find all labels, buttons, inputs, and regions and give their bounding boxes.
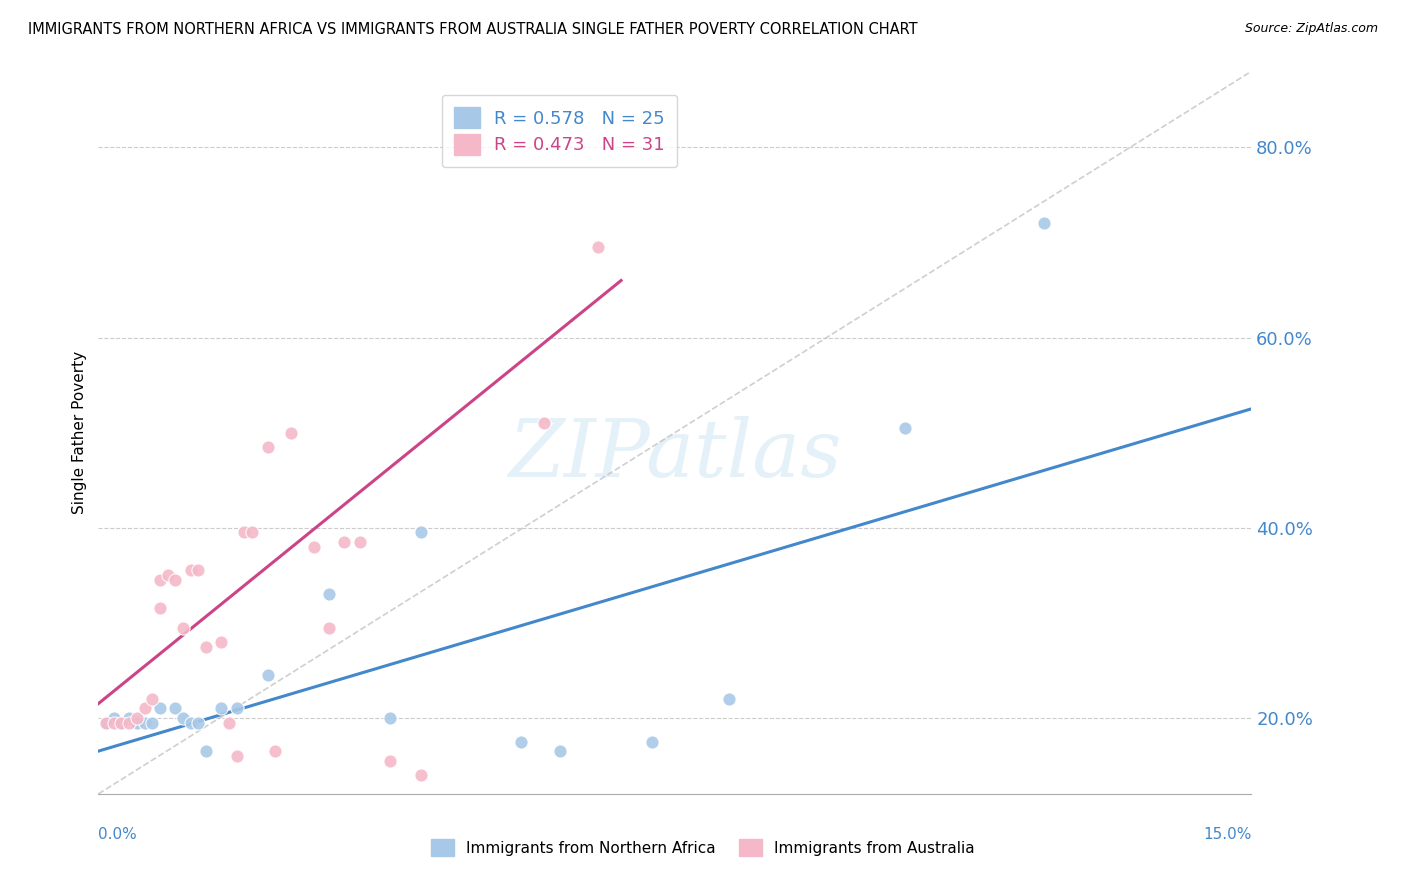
Point [187,715,209,730]
Point [134,701,156,715]
Point [110,715,132,730]
Point [141,715,163,730]
Point [233,525,256,540]
Point [141,691,163,706]
Point [94,715,117,730]
Point [110,715,132,730]
Text: 0.0%: 0.0% [98,827,138,841]
Point [1032,217,1054,231]
Text: 15.0%: 15.0% [1204,827,1251,841]
Point [218,715,240,730]
Point [586,240,609,254]
Point [240,525,263,540]
Point [125,711,148,725]
Point [172,711,194,725]
Point [103,711,125,725]
Point [318,620,340,634]
Point [548,744,571,758]
Point [318,587,340,601]
Text: Source: ZipAtlas.com: Source: ZipAtlas.com [1244,22,1378,36]
Point [209,701,232,715]
Text: IMMIGRANTS FROM NORTHERN AFRICA VS IMMIGRANTS FROM AUSTRALIA SINGLE FATHER POVER: IMMIGRANTS FROM NORTHERN AFRICA VS IMMIG… [28,22,918,37]
Point [149,573,172,587]
Point [149,701,172,715]
Point [118,711,141,725]
Point [225,701,247,715]
Legend: Immigrants from Northern Africa, Immigrants from Australia: Immigrants from Northern Africa, Immigra… [425,833,981,862]
Point [180,715,202,730]
Point [510,734,533,748]
Point [180,564,202,578]
Point [125,715,148,730]
Point [264,744,287,758]
Point [165,573,187,587]
Point [195,640,218,654]
Point [411,525,433,540]
Text: ZIPatlas: ZIPatlas [508,416,842,493]
Point [94,715,117,730]
Point [717,691,740,706]
Legend: R = 0.578   N = 25, R = 0.473   N = 31: R = 0.578 N = 25, R = 0.473 N = 31 [441,95,678,167]
Y-axis label: Single Father Poverty: Single Father Poverty [72,351,87,514]
Point [411,768,433,782]
Point [380,754,402,768]
Point [187,564,209,578]
Point [118,715,141,730]
Point [195,744,218,758]
Point [149,601,172,615]
Point [280,425,302,440]
Point [103,715,125,730]
Point [225,748,247,763]
Point [209,634,232,648]
Point [156,568,179,582]
Point [165,701,187,715]
Point [641,734,664,748]
Point [333,535,356,549]
Point [256,668,278,682]
Point [302,540,325,554]
Point [380,711,402,725]
Point [172,620,194,634]
Point [349,535,371,549]
Point [533,416,555,430]
Point [894,421,917,435]
Point [134,715,156,730]
Point [256,440,278,454]
